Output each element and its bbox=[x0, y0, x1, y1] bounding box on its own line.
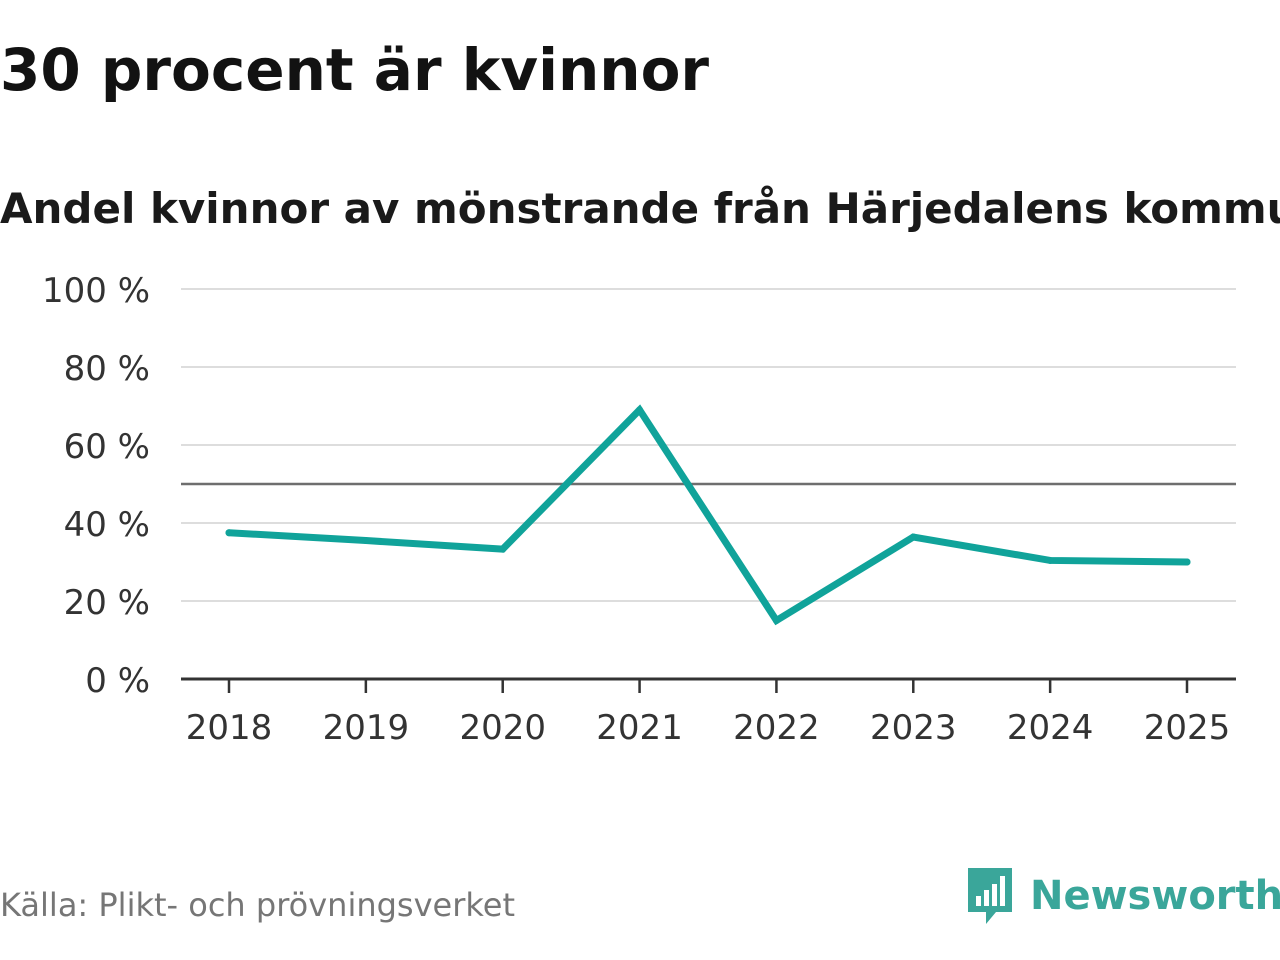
newsworthy-logo-icon bbox=[968, 868, 1012, 924]
y-tick-label-60: 60 % bbox=[64, 427, 150, 467]
y-tick-label-80: 80 % bbox=[64, 349, 150, 389]
x-axis-ticks: 2018 2019 2020 2021 2022 2023 2024 2025 bbox=[186, 679, 1231, 748]
x-tick-label-2022: 2022 bbox=[733, 708, 820, 748]
x-tick-label-2019: 2019 bbox=[323, 708, 410, 748]
data-point-2019 bbox=[362, 537, 370, 545]
data-point-2023 bbox=[909, 533, 917, 541]
chart-subtitle: Andel kvinnor av mönstrande från Härjeda… bbox=[0, 184, 1280, 233]
data-point-2018 bbox=[225, 529, 233, 537]
y-tick-label-100: 100 % bbox=[42, 271, 150, 311]
x-tick-label-2025: 2025 bbox=[1144, 708, 1231, 748]
data-point-2025 bbox=[1183, 558, 1191, 566]
source-note: Källa: Plikt- och prövningsverket bbox=[0, 886, 515, 924]
y-tick-label-20: 20 % bbox=[64, 583, 150, 623]
data-point-2024 bbox=[1046, 556, 1054, 564]
x-tick-label-2018: 2018 bbox=[186, 708, 273, 748]
y-tick-label-0: 0 % bbox=[85, 661, 150, 701]
data-point-2022 bbox=[772, 617, 780, 624]
x-tick-label-2020: 2020 bbox=[459, 708, 546, 748]
x-tick-label-2021: 2021 bbox=[596, 708, 683, 748]
gridlines bbox=[181, 288, 1236, 602]
series-group bbox=[225, 404, 1191, 626]
data-point-2020 bbox=[499, 545, 507, 553]
brand-name: Newsworthy bbox=[1030, 873, 1280, 919]
x-tick-label-2023: 2023 bbox=[870, 708, 957, 748]
chart-title: 30 procent är kvinnor bbox=[0, 36, 710, 104]
series-line-0 bbox=[225, 404, 1191, 626]
data-point-2021 bbox=[636, 406, 644, 414]
y-axis-ticks: 0 % 20 % 40 % 60 % 80 % 100 % bbox=[42, 271, 150, 701]
y-tick-label-40: 40 % bbox=[64, 505, 150, 545]
newsworthy-brand: Newsworthy bbox=[964, 864, 1280, 928]
x-tick-label-2024: 2024 bbox=[1007, 708, 1094, 748]
